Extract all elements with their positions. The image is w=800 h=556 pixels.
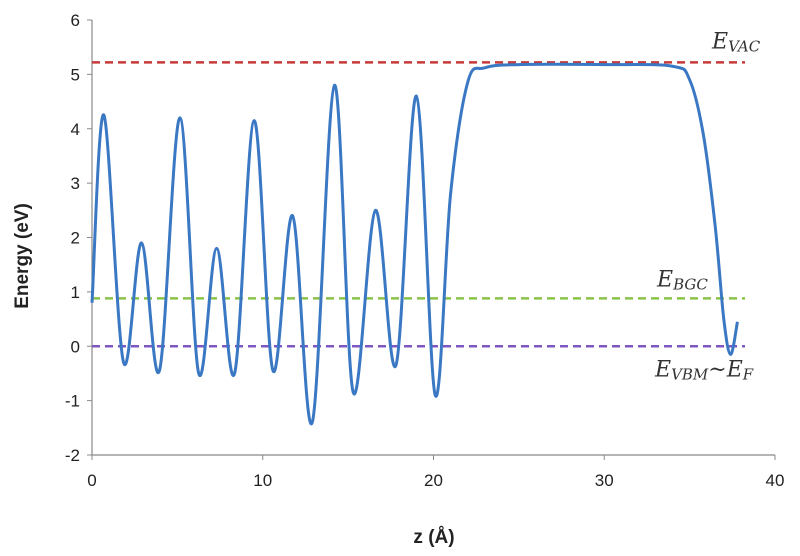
curve-point (450, 194, 451, 195)
annotation-subscript: BGC (672, 275, 708, 293)
y-tick-label: -2 (65, 446, 80, 465)
x-tick-label: 20 (424, 471, 443, 490)
curve-point (375, 210, 376, 211)
reference-lines (92, 61, 745, 348)
curve-point (179, 117, 180, 118)
curve-point (123, 362, 124, 363)
y-tick-label: 2 (71, 229, 80, 248)
annotation-subscript-2: F (742, 365, 754, 383)
curve-point (723, 319, 724, 320)
axes: -2 -1 0 1 2 3 4 5 6 0 10 20 30 40 (65, 11, 785, 490)
curve-point (467, 82, 468, 83)
curve-point (103, 115, 104, 116)
x-tick-label: 10 (253, 471, 272, 490)
y-tick-label: 0 (71, 337, 80, 356)
curve-point (518, 64, 519, 65)
energy-curve (90, 62, 739, 426)
x-axis-title: z (Å) (413, 527, 454, 548)
y-tick-label: 3 (71, 174, 80, 193)
curve-point (484, 67, 485, 68)
y-tick-label: -1 (65, 392, 80, 411)
curve-point (395, 365, 396, 366)
x-tick-label: 0 (87, 471, 96, 490)
curve-point (216, 248, 217, 249)
curve-point (435, 395, 436, 396)
annotation-symbol: E (711, 29, 728, 54)
curve-point (292, 215, 293, 216)
annotation-subscript: VBM (671, 365, 709, 383)
curve-point (272, 370, 273, 371)
x-tick-label: 40 (766, 471, 785, 490)
curve-point (416, 96, 417, 97)
curve-point (689, 79, 690, 80)
curve-point (312, 422, 313, 423)
annotation-symbol: E (654, 357, 671, 382)
y-tick-label: 4 (71, 120, 80, 139)
y-tick-label: 1 (71, 283, 80, 302)
annotation-vac: EVAC (711, 29, 761, 55)
curve-point (353, 392, 354, 393)
curve-point (715, 226, 716, 227)
curve-point (141, 242, 142, 243)
curve-point (730, 354, 731, 355)
curve-point (234, 373, 235, 374)
annotation-vbm: EVBM~EF (654, 357, 754, 383)
curve-point (703, 134, 704, 135)
y-axis-title: Energy (eV) (12, 203, 33, 309)
curve-point (254, 120, 255, 121)
annotation-symbol: E (656, 267, 673, 292)
curve-point (159, 370, 160, 371)
y-tick-label: 6 (71, 11, 80, 30)
x-tick-label: 30 (595, 471, 614, 490)
curve-point (198, 373, 199, 374)
annotation-subscript: VAC (728, 37, 761, 55)
curve-point (672, 66, 673, 67)
curve-point (334, 85, 335, 86)
annotation-suffix: ~E (708, 357, 743, 382)
y-tick-label: 5 (71, 65, 80, 84)
annotation-bgc: EBGC (656, 267, 708, 293)
curve-point (604, 64, 605, 65)
curve-point (737, 321, 738, 322)
curve-point (92, 302, 93, 303)
data-series (90, 62, 739, 426)
